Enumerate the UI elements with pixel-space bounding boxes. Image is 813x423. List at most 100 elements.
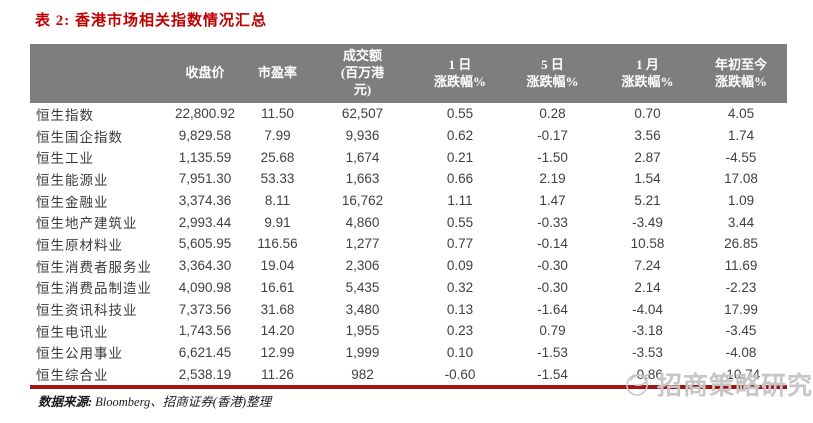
value-cell: -1.50: [537, 149, 568, 165]
value-cell: 62,507: [341, 106, 384, 122]
value-cell: -10.74: [721, 366, 761, 382]
index-name-cell: 恒生地产建筑业: [36, 216, 138, 232]
value-cell: 4,860: [345, 214, 380, 230]
data-source-label: 数据来源:: [38, 395, 93, 409]
column-header: [30, 44, 165, 103]
table-row: 恒生工业 1,135.59 25.68 1,674 0.21 -1.50 2.87 -4.55: [30, 146, 787, 168]
value-cell: -3.53: [632, 344, 663, 360]
value-cell: 0.23: [446, 323, 474, 339]
value-cell: 0.62: [446, 128, 474, 144]
value-cell: 25.68: [260, 149, 295, 165]
index-name-cell: 恒生能源业: [36, 172, 109, 188]
value-cell: 2.14: [634, 279, 661, 295]
value-cell: -4.08: [725, 344, 757, 360]
value-cell: -0.30: [537, 279, 568, 295]
table-row: 恒生公用事业 6,621.45 12.99 1,999 0.10 -1.53 -3.53 -4…: [30, 342, 787, 364]
value-cell: 0.77: [446, 236, 474, 252]
value-cell: 1,743.56: [178, 323, 232, 339]
value-cell: 3,364.30: [178, 258, 232, 274]
value-cell: 2,306: [345, 258, 380, 274]
value-cell: 1.47: [539, 193, 566, 209]
value-cell: 11.50: [261, 106, 294, 122]
value-cell: 5.21: [634, 193, 661, 209]
value-cell: 0.10: [446, 344, 474, 360]
value-cell: 10.58: [630, 236, 665, 252]
value-cell: 0.55: [446, 106, 474, 122]
value-cell: 0.13: [446, 301, 474, 317]
value-cell: 5,605.95: [178, 236, 232, 252]
value-cell: 2.87: [634, 149, 661, 165]
value-cell: 0.09: [446, 258, 474, 274]
index-name-cell: 恒生国企指数: [36, 129, 123, 145]
index-name-cell: 恒生金融业: [36, 194, 109, 210]
index-name-cell: 恒生消费者服务业: [36, 259, 152, 275]
value-cell: 17.99: [724, 301, 758, 317]
value-cell: -3.18: [632, 323, 663, 339]
value-cell: 7,373.56: [178, 301, 232, 317]
index-name-cell: 恒生原材料业: [36, 237, 123, 253]
value-cell: 19.04: [260, 258, 295, 274]
value-cell: 4.05: [727, 106, 755, 122]
value-cell: -4.55: [725, 149, 757, 165]
table-header: 收盘价 市盈率 成交额 (百万港 元) 1 日涨跌幅% 5 日涨跌幅% 1 月涨跌幅% 年初至今…: [30, 44, 787, 103]
table-title: 表 2: 香港市场相关指数情况汇总: [35, 13, 267, 29]
value-cell: 3,480: [345, 301, 380, 317]
value-cell: 0.28: [539, 106, 566, 122]
value-cell: 8.11: [264, 193, 291, 209]
value-cell: 7,951.30: [178, 171, 232, 187]
value-cell: 0.32: [446, 279, 474, 295]
index-name-cell: 恒生电讯业: [36, 324, 109, 340]
value-cell: 9.91: [264, 214, 291, 230]
value-cell: 26.85: [724, 236, 758, 252]
value-cell: 17.08: [724, 171, 758, 187]
value-cell: 1,663: [345, 171, 380, 187]
column-header: 收盘价: [185, 65, 225, 81]
index-name-cell: 恒生资讯科技业: [36, 303, 138, 319]
index-name-cell: 恒生工业: [36, 151, 94, 167]
value-cell: 0.21: [446, 149, 474, 165]
value-cell: -1.54: [537, 366, 568, 382]
data-source-text: Bloomberg、招商证券(香港)整理: [95, 395, 272, 409]
value-cell: 3.44: [727, 214, 755, 230]
table-row: 恒生原材料业 5,605.95 116.56 1,277 0.77 -0.14 10.58 2…: [30, 233, 787, 255]
value-cell: 0.79: [539, 323, 566, 339]
header-row: 收盘价 市盈率 成交额 (百万港 元) 1 日涨跌幅% 5 日涨跌幅% 1 月涨跌幅% 年初至今…: [30, 44, 787, 103]
value-cell: 12.99: [260, 344, 295, 360]
value-cell: 1,277: [345, 236, 380, 252]
value-cell: -1.53: [537, 344, 568, 360]
value-cell: -0.30: [537, 258, 568, 274]
column-header: 市盈率: [257, 65, 297, 81]
value-cell: 1,955: [345, 323, 380, 339]
value-cell: 2.19: [539, 171, 566, 187]
hk-index-table: 收盘价 市盈率 成交额 (百万港 元) 1 日涨跌幅% 5 日涨跌幅% 1 月涨跌幅% 年初至今…: [30, 44, 787, 389]
table-row: 恒生电讯业 1,743.56 14.20 1,955 0.23 0.79 -3.18 -3.4…: [30, 320, 787, 342]
value-cell: 7.99: [264, 128, 291, 144]
value-cell: 1,999: [345, 344, 380, 360]
column-header: 年初至今 涨跌幅%: [714, 56, 767, 89]
value-cell: 16.61: [260, 279, 295, 295]
value-cell: 1.54: [634, 171, 661, 187]
value-cell: 9,936: [345, 128, 380, 144]
index-name-cell: 恒生公用事业: [36, 346, 123, 362]
data-source-note: 数据来源: Bloomberg、招商证券(香港)整理: [38, 391, 271, 410]
table-row: 恒生指数 22,800.92 11.50 62,507 0.55 0.28 0.70 4.05: [30, 103, 787, 125]
value-cell: 1.09: [727, 193, 755, 209]
value-cell: 2,993.44: [178, 214, 232, 230]
column-header: 5 日涨跌幅%: [526, 56, 579, 89]
value-cell: -4.04: [632, 301, 663, 317]
value-cell: 1,674: [345, 149, 380, 165]
column-header: 成交额 (百万港 元): [340, 48, 385, 97]
value-cell: 22,800.92: [174, 106, 236, 122]
value-cell: 1,135.59: [178, 149, 232, 165]
value-cell: -0.33: [537, 214, 568, 230]
value-cell: 1.11: [447, 193, 473, 209]
table-row: 恒生国企指数 9,829.58 7.99 9,936 0.62 -0.17 3.56 1.74: [30, 125, 787, 147]
column-header: 1 日涨跌幅%: [433, 56, 486, 89]
value-cell: -0.14: [537, 236, 568, 252]
value-cell: 1.74: [727, 128, 755, 144]
table-row: 恒生综合业 2,538.19 11.26 982 -0.60 -1.54 -0.86 -10.…: [30, 363, 787, 387]
value-cell: 31.68: [260, 301, 295, 317]
table-row: 恒生金融业 3,374.36 8.11 16,762 1.11 1.47 5.21 1.09: [30, 190, 787, 212]
value-cell: -1.64: [537, 301, 568, 317]
